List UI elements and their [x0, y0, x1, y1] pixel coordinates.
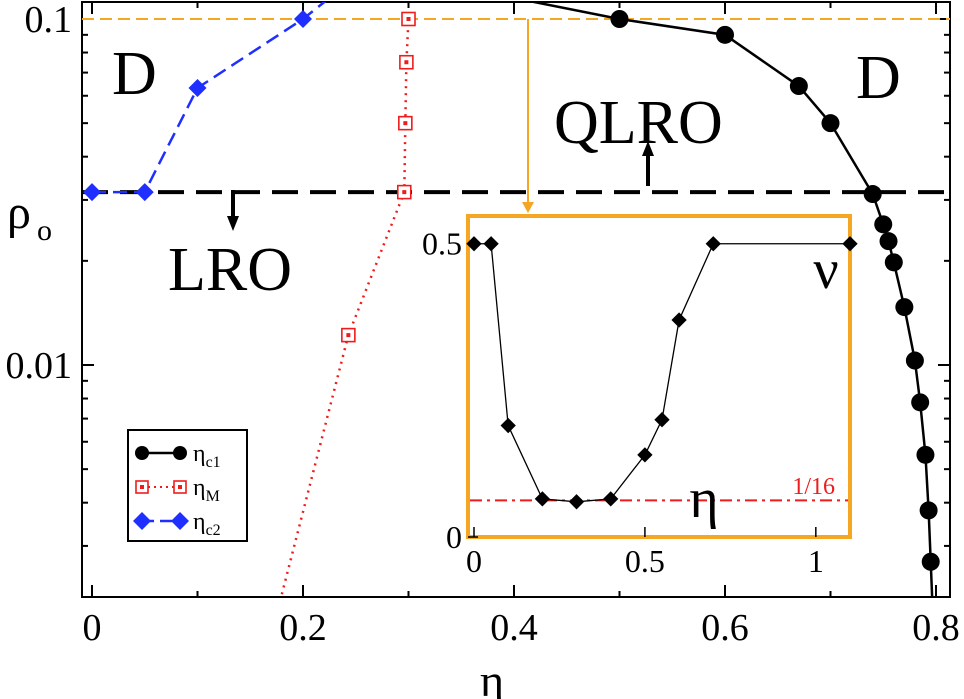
- legend-label-c1: ηc1: [193, 441, 221, 471]
- legend-marker-c1: [135, 446, 149, 460]
- inset-y-axis-label: ν: [813, 239, 838, 301]
- x-tick-label: 0.2: [279, 607, 327, 649]
- x-axis-label: η: [480, 655, 504, 699]
- legend-marker-m-dot: [140, 485, 144, 489]
- inset-x-tick-label: 1: [808, 543, 824, 579]
- legend-label-c2-main: η: [193, 509, 206, 535]
- x-tick-label: 0.8: [912, 607, 960, 649]
- data-point: [921, 552, 940, 571]
- region-d-right: D: [856, 44, 901, 112]
- data-point-dot: [346, 333, 351, 338]
- qlro-arrow-head: [642, 141, 654, 156]
- region-d-left: D: [112, 40, 157, 108]
- data-point: [821, 114, 840, 133]
- series-c2: [83, 2, 327, 202]
- main-series: [83, 2, 940, 617]
- y-tick-label: 0.01: [6, 345, 73, 387]
- region-qlro: QLRO: [554, 89, 723, 157]
- legend-label-c1-main: η: [193, 441, 206, 467]
- legend-label-c2-sub: c2: [206, 522, 221, 539]
- series-c1: [527, 2, 940, 597]
- data-point-dot: [403, 121, 408, 126]
- legend-label-m-main: η: [193, 475, 206, 501]
- x-tick-label: 0.4: [490, 607, 538, 649]
- legend-label-m: ηM: [193, 475, 220, 505]
- inset-pointer-arrowhead: [522, 202, 534, 213]
- y-tick-label: 0.1: [25, 0, 73, 41]
- data-point-dot: [275, 613, 279, 617]
- inset-one-sixteenth-label: 1/16: [792, 474, 835, 500]
- data-point: [789, 77, 808, 96]
- data-point: [863, 185, 882, 204]
- data-point: [705, 236, 721, 252]
- data-point: [534, 491, 551, 507]
- data-point: [135, 183, 154, 202]
- data-point-dot: [406, 17, 411, 21]
- data-point: [716, 25, 734, 44]
- data-point: [637, 447, 653, 463]
- inset-y-tick-label: 0.5: [422, 226, 462, 262]
- series-M: [275, 11, 416, 617]
- inset-series: [466, 236, 858, 510]
- series-line: [279, 18, 410, 597]
- data-point: [654, 412, 670, 428]
- data-point-dot: [402, 190, 407, 195]
- data-point: [294, 10, 312, 28]
- data-point: [919, 501, 938, 520]
- main-axis-ticks: 0 0.2 0.4 0.6 0.8 0.01 0.1: [6, 0, 960, 649]
- legend-label-c1-sub: c1: [206, 454, 221, 471]
- main-plot-frame: [81, 1, 951, 598]
- data-point: [916, 445, 935, 464]
- x-tick-label: 0.6: [701, 607, 749, 649]
- y-axis-label: ρ: [7, 186, 31, 239]
- inset-frame: [466, 214, 852, 539]
- legend-marker-m-dot: [178, 485, 182, 489]
- data-point: [603, 491, 619, 507]
- legend-marker-c2: [171, 512, 189, 530]
- data-point: [610, 10, 629, 28]
- lro-arrow-head: [227, 216, 239, 231]
- data-point: [83, 183, 101, 202]
- legend-label-m-sub: M: [206, 488, 220, 505]
- data-point: [671, 312, 687, 328]
- inset-x-tick-label: 0: [466, 543, 482, 579]
- data-point: [905, 351, 924, 370]
- main-reference-lines: [82, 18, 950, 195]
- data-point: [483, 236, 499, 252]
- main-plot: 0 0.2 0.4 0.6 0.80.010.1 D D QLRO LRO η ρ o …: [6, 0, 960, 699]
- data-point: [884, 253, 903, 272]
- data-point: [188, 78, 207, 97]
- inset-x-tick-label: 0.5: [625, 543, 665, 579]
- x-tick-label: 0: [83, 607, 102, 649]
- data-point: [842, 236, 858, 252]
- region-lro: LRO: [168, 236, 292, 304]
- series-line: [527, 2, 934, 597]
- data-point: [500, 417, 516, 434]
- data-point: [911, 393, 930, 412]
- data-point: [568, 494, 585, 510]
- y-axis-label-subscript: o: [37, 214, 52, 247]
- data-point: [879, 232, 898, 251]
- data-point: [895, 298, 914, 317]
- legend-label-c2: ηc2: [193, 509, 221, 539]
- legend-marker-c2: [133, 512, 151, 530]
- inset-x-axis-label: η: [689, 468, 718, 530]
- data-point: [874, 215, 893, 234]
- legend-marker-c1: [173, 446, 187, 460]
- inset-axis-ticks: 0 0.5 1 0 0.5: [422, 226, 824, 579]
- legend: ηc1 ηM ηc2: [127, 429, 248, 542]
- inset-y-tick-label: 0: [446, 519, 462, 555]
- data-point: [466, 236, 482, 252]
- inset-plot: 0 0.5 1 0 0.5 1/16 η ν: [422, 214, 858, 579]
- data-point-dot: [404, 60, 409, 65]
